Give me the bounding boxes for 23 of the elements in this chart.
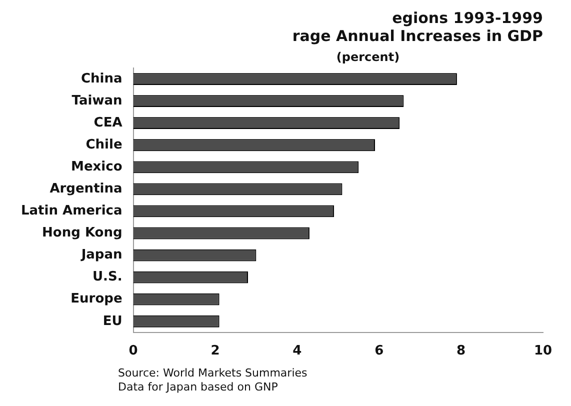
- text: Data for Japan based on GNP: [118, 380, 278, 394]
- y-tick-label: Taiwan: [72, 93, 122, 108]
- y-tick-label: Latin America: [20, 204, 122, 219]
- x-tick-label: 0: [128, 344, 138, 359]
- y-tick-label: Chile: [86, 137, 122, 152]
- x-tick-label: 6: [374, 344, 384, 359]
- source-note: Source: World Markets Summaries: [118, 366, 308, 380]
- y-tick-label: Europe: [70, 292, 122, 307]
- x-tick-label: 10: [534, 344, 552, 359]
- y-tick-label: CEA: [94, 115, 122, 130]
- y-tick-label: Japan: [80, 248, 122, 263]
- x-tick-label: 8: [456, 344, 466, 359]
- x-tick-label: 2: [210, 344, 220, 359]
- y-tick-label: Mexico: [71, 160, 122, 175]
- x-tick-label: 4: [292, 344, 302, 359]
- y-tick-label: EU: [102, 314, 122, 329]
- y-tick-label: Argentina: [50, 182, 122, 197]
- chart-title: egions 1993-1999: [392, 8, 543, 27]
- text: (percent): [336, 50, 400, 64]
- y-tick-label: China: [80, 71, 122, 86]
- chart-subtitle: rage Annual Increases in GDP: [292, 26, 543, 45]
- y-tick-label: Hong Kong: [42, 226, 122, 241]
- y-tick-label: U.S.: [92, 270, 122, 285]
